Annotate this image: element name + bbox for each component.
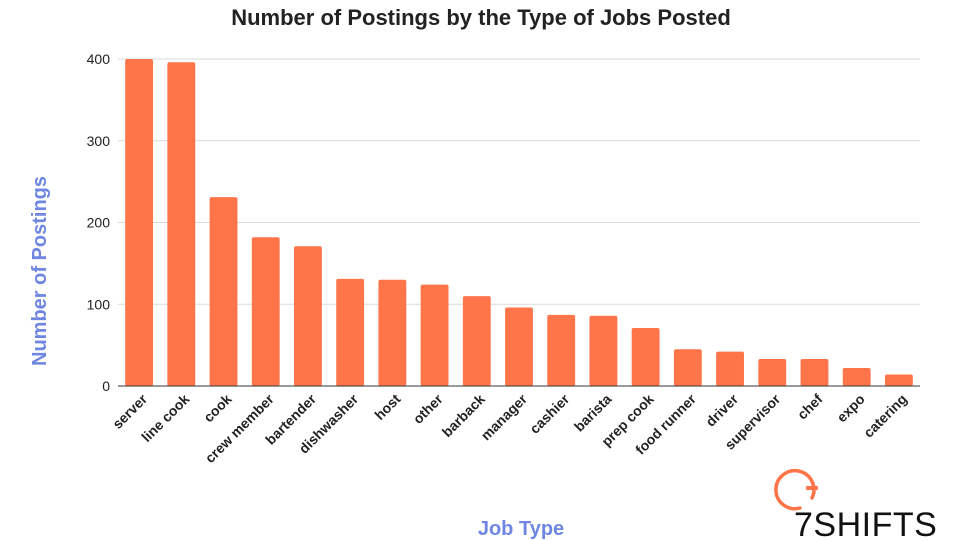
gridlines — [118, 58, 920, 305]
bar-crew-member — [251, 237, 280, 386]
x-tick-label: manager — [478, 390, 531, 443]
y-tick-labels: 0 100 200 300 400 — [87, 51, 111, 394]
bar-chef — [800, 359, 829, 386]
bar-dishwasher — [336, 278, 365, 386]
brand-logo: 7SHIFTS — [774, 468, 937, 540]
bar-barback — [462, 296, 491, 386]
x-tick-label: expo — [833, 391, 867, 425]
bar-server — [125, 59, 154, 386]
y-tick-label: 400 — [87, 51, 111, 67]
bar-bartender — [294, 246, 322, 386]
x-axis-title: Job Type — [478, 518, 564, 540]
stopwatch-icon — [774, 468, 818, 511]
x-tick-label: driver — [702, 390, 741, 429]
y-tick-label: 300 — [87, 133, 111, 149]
y-tick-label: 0 — [102, 378, 110, 394]
bar-food-runner — [673, 349, 702, 386]
x-tick-label: chef — [794, 391, 826, 423]
bar-cashier — [547, 314, 576, 386]
bar-expo — [842, 368, 871, 386]
bar-driver — [716, 351, 744, 386]
x-tick-label: cook — [200, 391, 235, 426]
bar-host — [378, 279, 407, 386]
bar-catering — [884, 374, 913, 386]
bar-barista — [589, 315, 618, 386]
y-tick-label: 100 — [87, 296, 111, 312]
bar-line-cook — [167, 62, 196, 387]
x-tick-label: cashier — [526, 390, 572, 436]
bar-other — [420, 284, 449, 386]
bar-supervisor — [758, 359, 787, 386]
y-tick-label: 200 — [87, 215, 111, 231]
x-tick-label: host — [371, 391, 403, 423]
x-tick-label: server — [109, 390, 150, 431]
x-tick-label: catering — [860, 391, 910, 441]
bars — [125, 59, 913, 387]
logo-text: 7SHIFTS — [794, 506, 937, 540]
x-tick-label: other — [410, 390, 446, 426]
y-axis-title: Number of Postings — [29, 176, 51, 366]
bar-manager — [505, 307, 533, 386]
bar-cook — [209, 197, 238, 386]
chart-title: Number of Postings by the Type of Jobs P… — [231, 5, 731, 30]
bar-prep-cook — [631, 327, 660, 386]
